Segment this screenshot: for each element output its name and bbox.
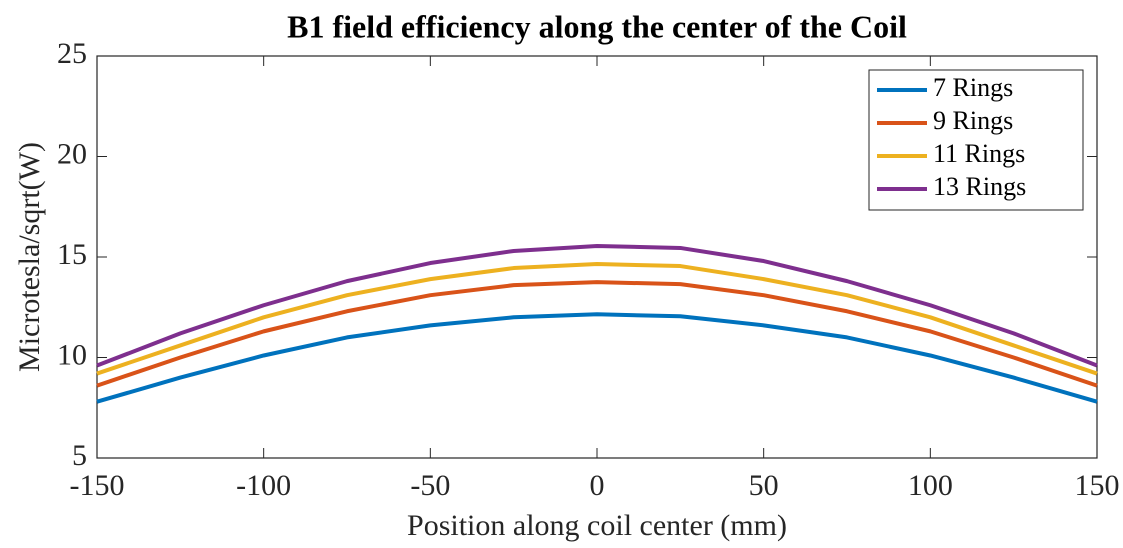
x-tick-label: -50	[410, 469, 450, 502]
legend-label: 11 Rings	[933, 139, 1025, 168]
legend-label: 7 Rings	[933, 73, 1013, 102]
line	[96, 262, 1098, 376]
y-axis-label: Microtesla/sqrt(W)	[13, 142, 46, 372]
line	[96, 312, 1098, 404]
x-tick-label: -100	[236, 469, 291, 502]
line	[96, 280, 1098, 388]
y-tick-label: 10	[57, 338, 87, 371]
x-tick-label: 0	[590, 469, 605, 502]
x-tick-label: -150	[70, 469, 125, 502]
y-tick-label: 25	[57, 37, 87, 70]
y-tick-label: 15	[57, 238, 87, 271]
x-axis-label: Position along coil center (mm)	[407, 509, 787, 542]
line	[96, 243, 1098, 368]
x-tick-label: 50	[749, 469, 779, 502]
y-tick-label: 5	[72, 439, 87, 472]
chart-title: B1 field efficiency along the center of …	[287, 8, 907, 44]
x-tick-label: 150	[1075, 469, 1120, 502]
plot-frame	[96, 55, 1098, 459]
legend-box	[868, 69, 1084, 211]
x-tick-label: 100	[908, 469, 953, 502]
legend-label: 9 Rings	[933, 106, 1013, 135]
legend-label: 13 Rings	[933, 172, 1026, 201]
y-tick-label: 20	[57, 137, 87, 170]
